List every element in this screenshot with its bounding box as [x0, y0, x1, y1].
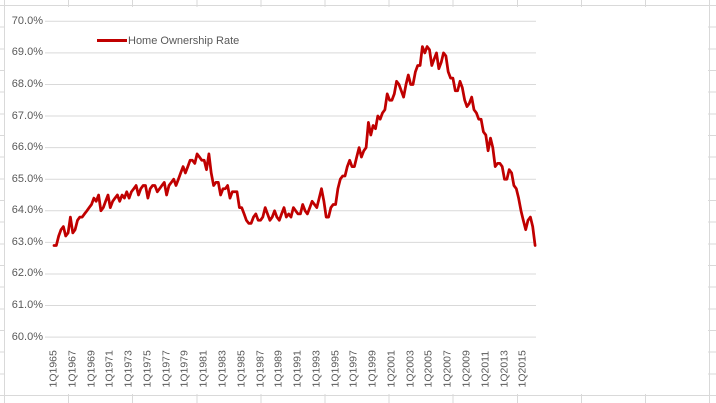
plot-area	[45, 20, 537, 338]
x-axis-tick-label: 1Q1975	[141, 349, 154, 387]
series-line-home-ownership-rate[interactable]	[52, 45, 537, 247]
y-axis-tick-label: 70.0%	[11, 14, 43, 27]
y-axis-tick-label: 60.0%	[11, 330, 43, 343]
x-axis-tick-label: 1Q1965	[47, 349, 60, 387]
x-axis-tick-label: 1Q2015	[516, 349, 529, 387]
y-axis-tick-label: 64.0%	[11, 204, 43, 217]
x-axis-tick-label: 1Q1969	[85, 349, 98, 387]
x-axis-tick-label: 1Q1987	[254, 349, 266, 387]
x-axis-tick-label: 1Q1993	[310, 349, 323, 387]
legend-line-swatch-icon	[97, 39, 127, 42]
y-axis-tick-label: 69.0%	[11, 46, 43, 59]
x-axis-tick-label: 1Q2005	[422, 349, 435, 387]
x-axis-tick-label: 1Q1997	[347, 349, 360, 387]
y-axis-tick-label: 62.0%	[11, 267, 43, 280]
legend[interactable]: Home Ownership Rate	[97, 34, 239, 47]
y-axis-tick-label: 67.0%	[11, 109, 43, 122]
x-axis-tick-label: 1Q1995	[329, 349, 342, 387]
x-axis-tick-label: 1Q1967	[66, 349, 79, 387]
y-axis-tick-label: 68.0%	[11, 77, 43, 90]
y-axis-tick-label: 63.0%	[11, 235, 43, 248]
x-axis-tick-label: 1Q2013	[498, 349, 511, 387]
x-axis-tick-label: 1Q1977	[160, 349, 173, 387]
x-axis-tick-label: 1Q2007	[441, 349, 454, 387]
y-axis-tick-label: 61.0%	[11, 299, 43, 312]
x-axis-tick-label: 1Q1999	[366, 349, 379, 387]
chart-object[interactable]: 70.0% 69.0% 68.0% 67.0% 66.0% 65.0% 64.0% 63.0%…	[5, 7, 708, 394]
x-axis-tick-label: 1Q1973	[122, 349, 135, 387]
x-axis-tick-label: 1Q1971	[103, 349, 116, 387]
x-axis-tick-label: 1Q2009	[460, 349, 473, 387]
legend-series-label: Home Ownership Rate	[128, 34, 240, 47]
x-axis-tick-label: 1Q1989	[272, 349, 285, 387]
x-axis-tick-label: 1Q2001	[385, 349, 398, 387]
x-axis-tick-label: 1Q2011	[479, 350, 492, 387]
x-axis-tick-label: 1Q1985	[235, 349, 248, 387]
x-axis-tick-label: 1Q1991	[291, 349, 304, 387]
x-axis-tick-label: 1Q2003	[404, 349, 417, 387]
y-axis-tick-label: 65.0%	[11, 172, 43, 185]
x-axis-tick-label: 1Q1983	[216, 349, 229, 387]
x-axis-tick-label: 1Q1979	[178, 349, 191, 387]
x-axis-tick-label: 1Q1981	[197, 349, 210, 387]
y-axis-tick-label: 66.0%	[11, 141, 43, 154]
